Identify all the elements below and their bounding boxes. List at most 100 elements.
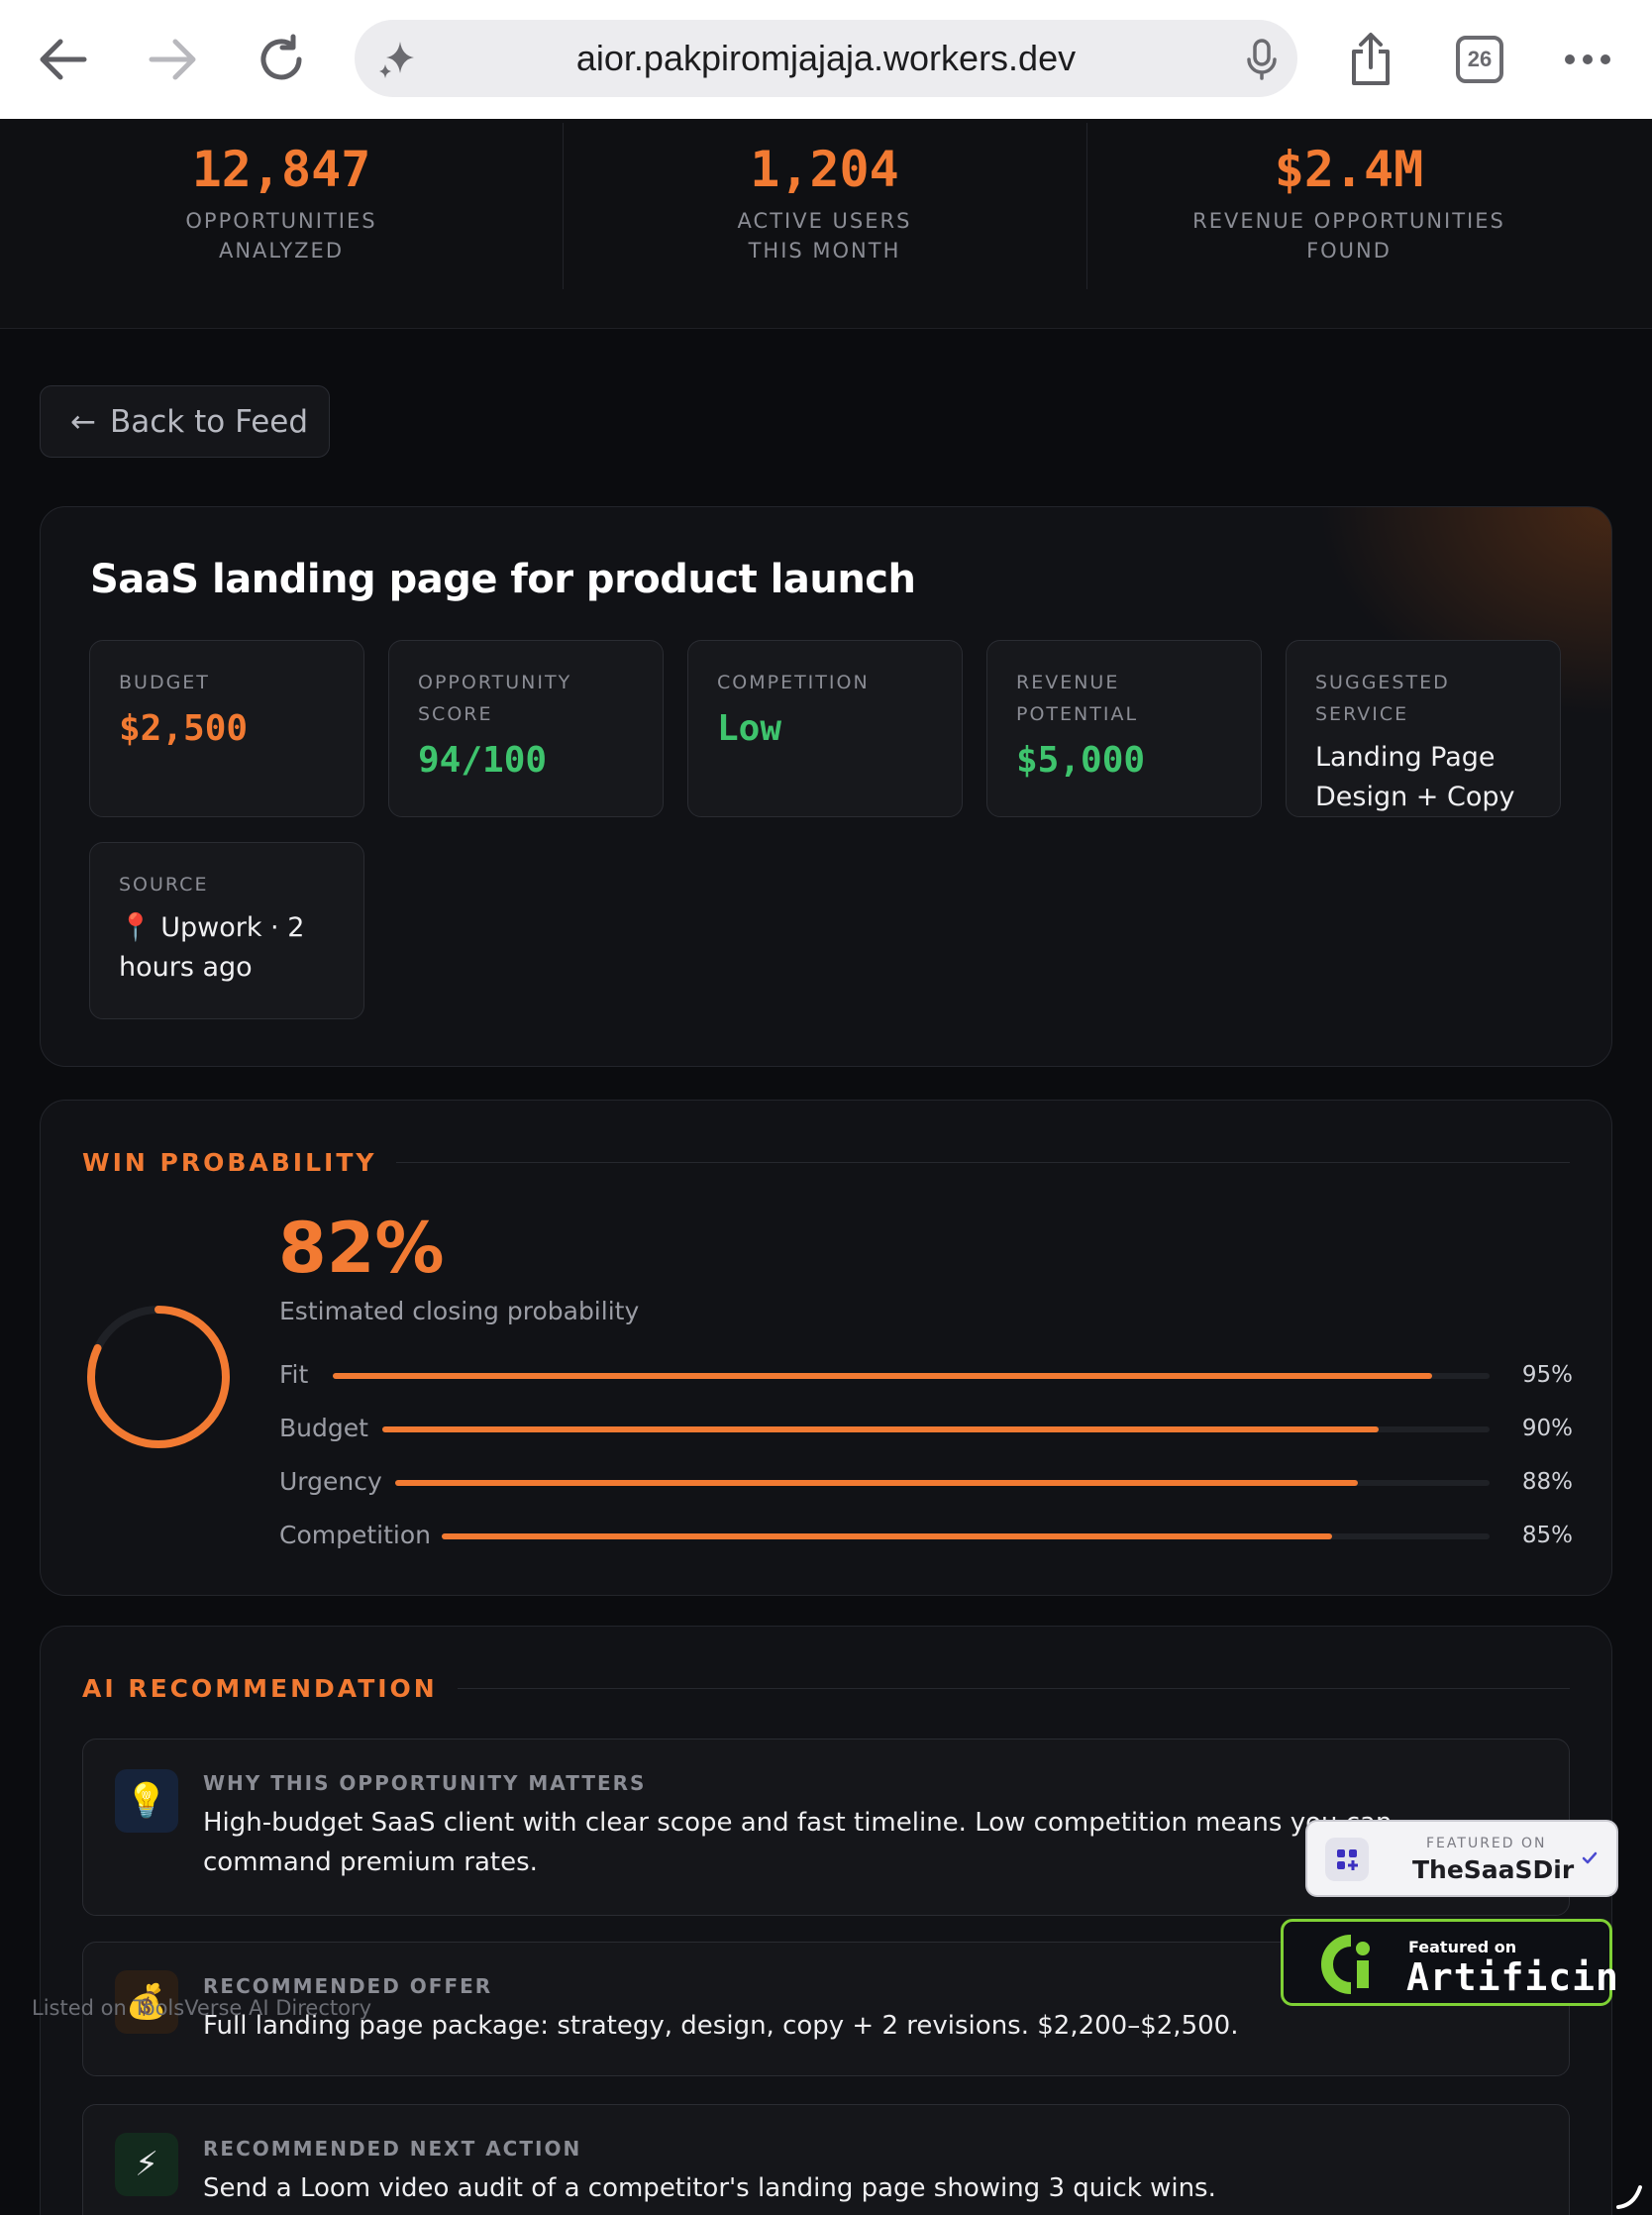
metric-value: Low [717, 708, 782, 749]
grid-logo-icon [1325, 1838, 1369, 1881]
badge-big-text: TheSaaSDir [1412, 1855, 1575, 1884]
stat-label-line2: FOUND [1306, 239, 1392, 263]
back-to-feed-label: Back to Feed [109, 403, 309, 440]
stat-label-line1: REVENUE OPPORTUNITIES [1192, 209, 1505, 233]
metric-value: 94/100 [418, 740, 548, 781]
thesaasdir-badge[interactable]: FEATURED ON TheSaaSDir [1305, 1820, 1618, 1897]
sparkle-icon[interactable] [376, 38, 418, 83]
stat-label-line2: THIS MONTH [748, 239, 901, 263]
stat-value: 12,847 [191, 141, 371, 198]
recommendation-text: Send a Loom video audit of a competitor'… [203, 2173, 1216, 2203]
recommendation-label: RECOMMENDED NEXT ACTION [203, 2137, 582, 2161]
metric-opportunity-score: OPPORTUNITY SCORE 94/100 [388, 640, 664, 817]
stats-strip: 12,847 OPPORTUNITIES ANALYZED 1,204 ACTIV… [0, 119, 1652, 329]
factor-bar-fill [395, 1480, 1359, 1486]
pin-icon: 📍 [119, 912, 153, 943]
metric-competition: COMPETITION Low [687, 640, 963, 817]
metric-label: SUGGESTED SERVICE [1315, 672, 1450, 725]
stat-divider [563, 123, 564, 289]
recommendation-label: WHY THIS OPPORTUNITY MATTERS [203, 1771, 647, 1795]
factor-bar-fill [382, 1426, 1380, 1432]
factor-competition: Competition 85% [279, 1516, 1573, 1555]
metric-source: SOURCE 📍 Upwork · 2 hours ago [89, 842, 364, 1019]
forward-arrow-icon[interactable] [143, 30, 202, 89]
metric-budget: BUDGET $2,500 [89, 640, 364, 817]
win-percentage: 82% [278, 1208, 445, 1289]
section-divider [457, 1688, 1570, 1689]
stat-label-line2: ANALYZED [218, 239, 344, 263]
stat-label: REVENUE OPPORTUNITIES FOUND [1086, 206, 1611, 265]
verified-check-icon [1581, 1849, 1599, 1872]
artificin-logo-icon [1321, 1935, 1370, 1994]
recommendation-text: Full landing page package: strategy, des… [203, 2011, 1239, 2041]
factor-percent: 90% [1521, 1416, 1573, 1441]
win-probability-panel: WIN PROBABILITY 82% Estimated closing pr… [40, 1100, 1612, 1596]
back-to-feed-button[interactable]: ← Back to Feed [40, 385, 330, 458]
browser-toolbar: aior.pakpiromjajaja.workers.dev 26 [0, 0, 1652, 119]
recommendation-next-action: ⚡ RECOMMENDED NEXT ACTION Send a Loom vi… [82, 2104, 1570, 2215]
metric-suggested-service: SUGGESTED SERVICE Landing Page Design + … [1286, 640, 1561, 817]
recommendation-text: High-budget SaaS client with clear scope… [203, 1808, 1393, 1877]
win-subtitle: Estimated closing probability [279, 1297, 640, 1325]
badge-big-text: Artificin [1406, 1955, 1619, 1999]
stat-label-line1: OPPORTUNITIES [185, 209, 377, 233]
section-title: WIN PROBABILITY [82, 1148, 377, 1177]
factor-percent: 88% [1521, 1469, 1573, 1495]
address-bar[interactable]: aior.pakpiromjajaja.workers.dev [355, 20, 1297, 97]
badge-small-text: FEATURED ON [1426, 1836, 1547, 1851]
stat-revenue: $2.4M REVENUE OPPORTUNITIES FOUND [1086, 119, 1611, 329]
factor-bar-track [442, 1533, 1490, 1539]
factor-label: Competition [279, 1521, 431, 1549]
artificin-badge[interactable]: Featured on Artificin [1281, 1919, 1618, 2006]
listed-on-text[interactable]: Listed on ToolsVerse AI Directory [32, 1996, 372, 2020]
factor-bar-track [382, 1426, 1490, 1432]
factor-bar-track [395, 1480, 1490, 1486]
factor-bar-track [333, 1373, 1490, 1379]
url-text[interactable]: aior.pakpiromjajaja.workers.dev [575, 38, 1077, 78]
stat-label-line1: ACTIVE USERS [737, 209, 912, 233]
metric-value: Landing Page Design + Copy [1315, 742, 1515, 812]
lightbulb-icon: 💡 [115, 1769, 178, 1833]
probability-ring [87, 1306, 230, 1448]
metric-label: COMPETITION [717, 672, 870, 693]
factor-label: Fit [279, 1360, 309, 1389]
factor-urgency: Urgency 88% [279, 1462, 1573, 1502]
stat-divider [1086, 123, 1087, 289]
stat-label: ACTIVE USERS THIS MONTH [563, 206, 1086, 265]
lightning-icon: ⚡ [115, 2133, 178, 2196]
back-arrow-icon[interactable] [34, 30, 93, 89]
section-title: AI RECOMMENDATION [82, 1674, 438, 1703]
section-divider [396, 1162, 1570, 1163]
source-text: Upwork · 2 hours ago [119, 912, 305, 983]
factor-fit: Fit 95% [279, 1355, 1573, 1395]
arrow-left-icon: ← [70, 403, 96, 440]
tab-count-button[interactable]: 26 [1456, 36, 1503, 83]
recommendation-label: RECOMMENDED OFFER [203, 1974, 493, 1998]
factor-budget: Budget 90% [279, 1409, 1573, 1448]
section-header: AI RECOMMENDATION [82, 1674, 1570, 1703]
badge-small-text: Featured on [1408, 1938, 1517, 1956]
metric-value: $5,000 [1016, 740, 1146, 781]
factor-percent: 85% [1521, 1523, 1573, 1548]
factor-label: Urgency [279, 1467, 382, 1496]
reload-icon[interactable] [252, 30, 311, 89]
ring-fill [87, 1306, 230, 1448]
opportunity-panel: SaaS landing page for product launch BUD… [40, 506, 1612, 1067]
metric-value: $2,500 [119, 708, 249, 749]
share-icon[interactable] [1341, 30, 1400, 89]
more-options-icon[interactable] [1558, 30, 1617, 89]
metric-label: OPPORTUNITY SCORE [418, 672, 572, 725]
money-bag-icon: 💰 [115, 1970, 178, 2034]
stat-label: OPPORTUNITIES ANALYZED [0, 206, 563, 265]
factor-percent: 95% [1521, 1362, 1573, 1388]
stat-value: 1,204 [750, 141, 899, 198]
factor-bar-fill [442, 1533, 1333, 1539]
metric-value: 📍 Upwork · 2 hours ago [119, 908, 335, 988]
metric-label: BUDGET [119, 672, 210, 693]
section-header: WIN PROBABILITY [82, 1148, 1570, 1177]
metric-revenue-potential: REVENUE POTENTIAL $5,000 [986, 640, 1262, 817]
metric-label: REVENUE POTENTIAL [1016, 672, 1139, 725]
microphone-icon[interactable] [1246, 38, 1278, 85]
stat-active-users: 1,204 ACTIVE USERS THIS MONTH [563, 119, 1086, 329]
factor-bar-fill [333, 1373, 1432, 1379]
